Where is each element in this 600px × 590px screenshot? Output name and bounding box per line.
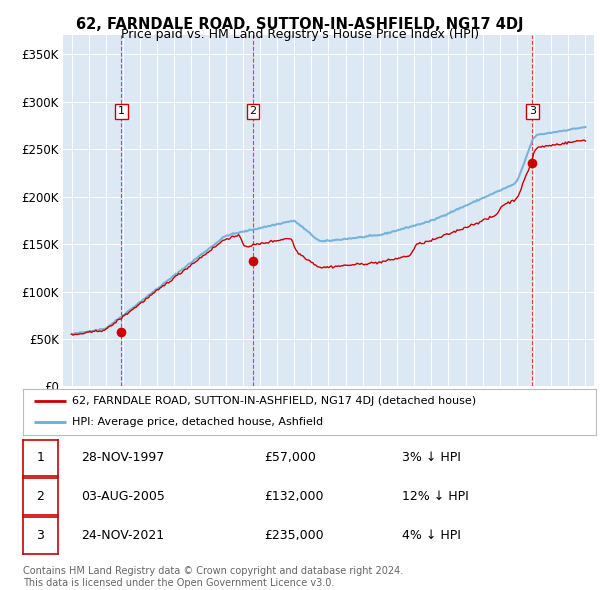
Text: 2: 2 <box>250 106 257 116</box>
Text: 3% ↓ HPI: 3% ↓ HPI <box>402 451 461 464</box>
Text: £57,000: £57,000 <box>264 451 316 464</box>
Text: 1: 1 <box>36 451 44 464</box>
Text: 03-AUG-2005: 03-AUG-2005 <box>81 490 165 503</box>
Text: 2: 2 <box>36 490 44 503</box>
Text: 4% ↓ HPI: 4% ↓ HPI <box>402 529 461 542</box>
Text: 62, FARNDALE ROAD, SUTTON-IN-ASHFIELD, NG17 4DJ (detached house): 62, FARNDALE ROAD, SUTTON-IN-ASHFIELD, N… <box>71 396 476 407</box>
Text: 3: 3 <box>529 106 536 116</box>
Text: HPI: Average price, detached house, Ashfield: HPI: Average price, detached house, Ashf… <box>71 417 323 427</box>
Text: £132,000: £132,000 <box>264 490 323 503</box>
Text: 28-NOV-1997: 28-NOV-1997 <box>81 451 164 464</box>
Text: 24-NOV-2021: 24-NOV-2021 <box>81 529 164 542</box>
Text: £235,000: £235,000 <box>264 529 323 542</box>
Text: 3: 3 <box>36 529 44 542</box>
Text: 62, FARNDALE ROAD, SUTTON-IN-ASHFIELD, NG17 4DJ: 62, FARNDALE ROAD, SUTTON-IN-ASHFIELD, N… <box>76 17 524 31</box>
Text: 1: 1 <box>118 106 125 116</box>
Text: Contains HM Land Registry data © Crown copyright and database right 2024.
This d: Contains HM Land Registry data © Crown c… <box>23 566 403 588</box>
Text: Price paid vs. HM Land Registry's House Price Index (HPI): Price paid vs. HM Land Registry's House … <box>121 28 479 41</box>
Text: 12% ↓ HPI: 12% ↓ HPI <box>402 490 469 503</box>
